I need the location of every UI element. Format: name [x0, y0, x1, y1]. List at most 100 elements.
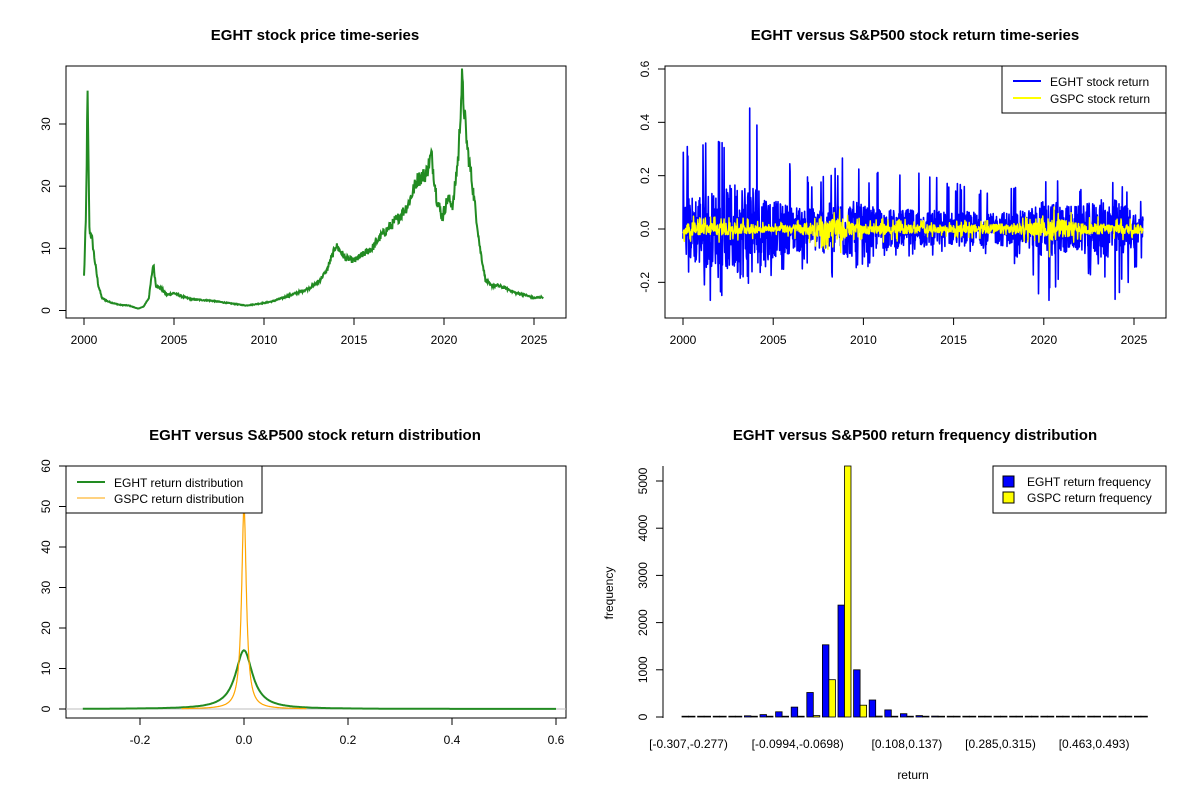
distribution-plot-area [66, 506, 566, 710]
legend-label-eght-frequency: EGHT return frequency [1027, 475, 1151, 489]
legend-box [1001, 65, 1167, 114]
price-series-line [83, 68, 544, 310]
eght-frequency-bar [1024, 715, 1033, 718]
gspc-frequency-bar [1140, 715, 1148, 718]
legend-swatch-gspc-frequency [1002, 491, 1015, 504]
histogram-x-tick-label: [-0.0994,-0.0698) [752, 737, 844, 751]
y-tick-label: 0.2 [638, 167, 652, 184]
x-tick-label: 2015 [940, 333, 967, 347]
eght-density-curve [82, 649, 556, 710]
gspc-frequency-bar [828, 679, 836, 718]
eght-frequency-bar [681, 715, 689, 718]
price-plot-frame [65, 65, 567, 319]
distribution-y-axis: 0 10 20 30 40 50 60 [39, 459, 67, 712]
legend-swatch-eght-frequency [1002, 475, 1015, 488]
gspc-frequency-bar [719, 715, 727, 718]
price-chart-title: EGHT stock price time-series [211, 27, 419, 44]
gspc-frequency-bar [688, 715, 696, 718]
x-tick-label: 2000 [71, 333, 98, 347]
y-tick-label: 0 [39, 307, 53, 314]
x-tick-label: 2005 [760, 333, 787, 347]
eght-frequency-bar [900, 713, 908, 718]
eght-frequency-bar [868, 699, 877, 718]
price-y-axis: 0 10 20 30 [39, 117, 67, 314]
return-y-axis: -0.2 0.0 0.2 0.4 0.6 [638, 60, 666, 293]
panel-return-distribution: EGHT versus S&P500 stock return distribu… [39, 427, 567, 747]
eght-frequency-bar [915, 715, 923, 718]
legend-label-gspc-return: GSPC stock return [1050, 92, 1150, 106]
x-tick-label: 0.0 [236, 733, 253, 747]
x-tick-label: -0.2 [130, 733, 151, 747]
eght-frequency-bar [1071, 715, 1079, 718]
eght-frequency-bar [1134, 715, 1142, 718]
y-tick-label: 5000 [636, 467, 650, 494]
eght-return-series [682, 107, 1144, 302]
gspc-frequency-bar [906, 715, 914, 718]
gspc-frequency-bar [844, 465, 852, 718]
gspc-frequency-bar [984, 715, 992, 718]
y-tick-label: 0.6 [638, 60, 652, 77]
x-tick-label: 2025 [1121, 333, 1148, 347]
return-series-legend: EGHT stock return GSPC stock return [1001, 65, 1167, 114]
distribution-x-axis: -0.2 0.0 0.2 0.4 0.6 [130, 717, 565, 747]
eght-frequency-bar [1009, 715, 1017, 718]
eght-frequency-bar [728, 715, 736, 718]
eght-frequency-bar [697, 715, 705, 718]
gspc-frequency-bar [1046, 715, 1055, 718]
gspc-frequency-bar [937, 715, 945, 718]
legend-label-gspc-density: GSPC return distribution [114, 492, 244, 506]
gspc-frequency-bar [890, 715, 899, 718]
legend-box [992, 465, 1167, 514]
gspc-frequency-bar [797, 715, 805, 718]
eght-frequency-bar [962, 715, 970, 718]
gspc-frequency-bar [953, 715, 961, 718]
x-tick-label: 2020 [431, 333, 458, 347]
return-series-title: EGHT versus S&P500 stock return time-ser… [751, 27, 1079, 44]
price-plot-area [83, 68, 544, 310]
y-tick-label: 0.0 [638, 220, 652, 237]
eght-frequency-bar [712, 715, 721, 718]
return-plot-area [682, 107, 1144, 302]
gspc-frequency-bar [1124, 715, 1133, 718]
histogram-x-tick-label: [-0.307,-0.277) [649, 737, 728, 751]
histogram-x-tick-label: [0.108,0.137) [872, 737, 943, 751]
gspc-frequency-bar [922, 715, 930, 718]
histogram-x-tick-label: [0.463,0.493) [1059, 737, 1130, 751]
gspc-return-series [682, 206, 1144, 258]
histogram-plot-area [681, 465, 1148, 718]
histogram-x-tick-label: [0.285,0.315) [965, 737, 1036, 751]
y-tick-label: 10 [39, 662, 53, 676]
gspc-frequency-bar [1031, 715, 1039, 718]
gspc-frequency-bar [703, 715, 711, 718]
eght-frequency-bar [837, 604, 845, 718]
x-tick-label: 2010 [251, 333, 278, 347]
histogram-x-labels: [-0.307,-0.277) [-0.0994,-0.0698) [0.108,0… [649, 737, 1129, 751]
y-tick-label: 10 [39, 241, 53, 255]
x-tick-label: 0.2 [340, 733, 357, 747]
eght-frequency-bar [931, 715, 939, 718]
histogram-legend: EGHT return frequency GSPC return freque… [992, 465, 1167, 514]
histogram-y-axis: 0 1000 2000 3000 4000 5000 [636, 467, 664, 720]
eght-frequency-bar [978, 715, 986, 718]
gspc-frequency-bar [750, 715, 758, 718]
x-tick-label: 2025 [521, 333, 548, 347]
y-tick-label: 30 [39, 581, 53, 595]
y-tick-label: 30 [39, 117, 53, 131]
distribution-chart-title: EGHT versus S&P500 stock return distribu… [149, 427, 481, 444]
y-tick-label: 20 [39, 179, 53, 193]
eght-frequency-bar [822, 644, 830, 718]
y-tick-label: 2000 [636, 609, 650, 636]
legend-label-gspc-frequency: GSPC return frequency [1027, 491, 1152, 505]
eght-frequency-bar [775, 711, 783, 718]
legend-box [65, 465, 263, 514]
y-tick-label: 0.4 [638, 114, 652, 131]
gspc-frequency-bar [1015, 715, 1023, 718]
gspc-frequency-bar [859, 704, 867, 718]
gspc-frequency-bar [1000, 715, 1008, 718]
x-tick-label: 0.4 [444, 733, 461, 747]
eght-frequency-bar [744, 715, 752, 718]
distribution-legend: EGHT return distribution GSPC return dis… [65, 465, 263, 514]
gspc-frequency-bar [1109, 715, 1117, 718]
x-tick-label: 2005 [161, 333, 188, 347]
